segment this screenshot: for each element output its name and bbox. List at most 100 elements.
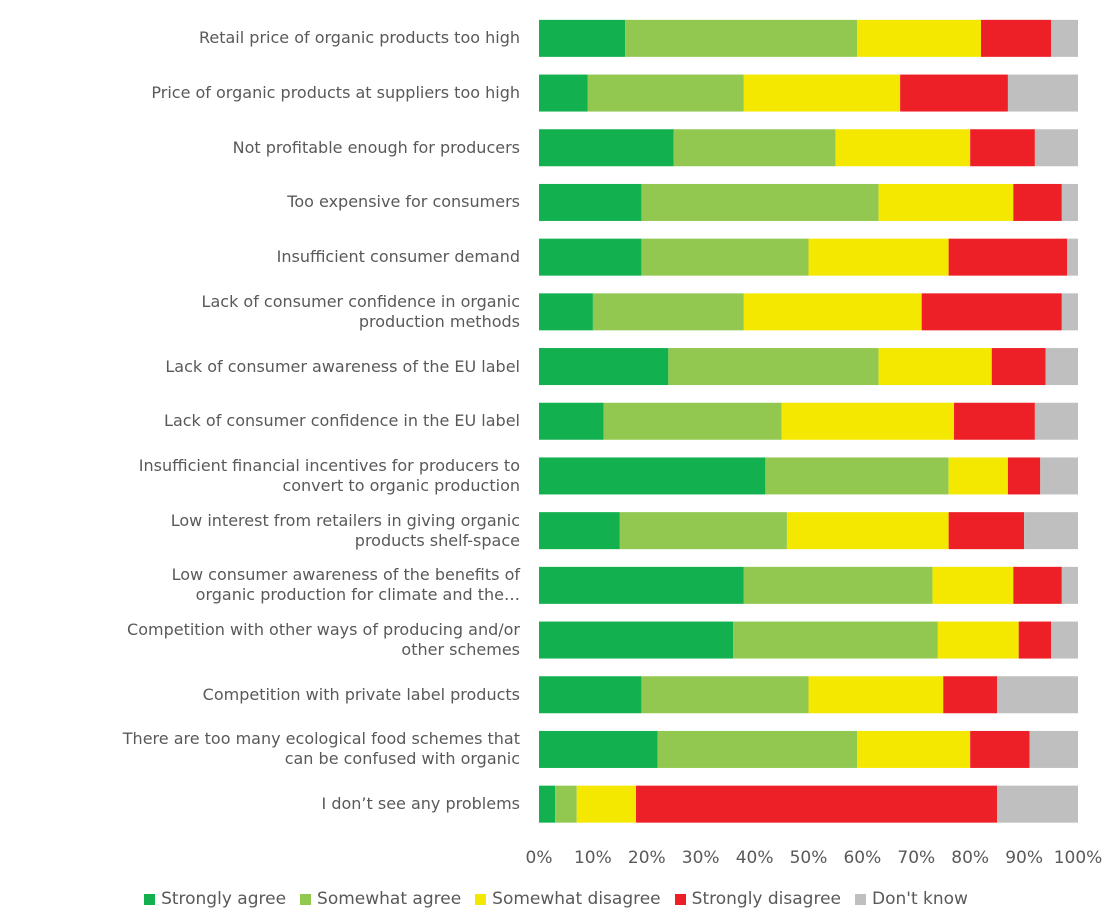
bar-segment bbox=[1051, 621, 1078, 659]
legend-item: Strongly disagree bbox=[674, 889, 841, 909]
category-label: Low consumer awareness of the benefits o… bbox=[171, 565, 520, 605]
category-label: Competition with other ways of producing… bbox=[127, 620, 520, 660]
category-label: I don’t see any problems bbox=[321, 794, 520, 814]
category-label: Too expensive for consumers bbox=[287, 192, 520, 212]
legend-swatch bbox=[475, 893, 487, 905]
x-tick-label: 80% bbox=[951, 848, 990, 868]
category-label: There are too many ecological food schem… bbox=[122, 729, 520, 769]
legend-label: Somewhat disagree bbox=[492, 889, 661, 909]
legend-label: Strongly disagree bbox=[691, 889, 841, 909]
bar-segment bbox=[657, 730, 858, 768]
legend-swatch bbox=[674, 893, 686, 905]
category-label: Competition with private label products bbox=[202, 684, 520, 704]
bar-segment bbox=[1013, 183, 1062, 221]
bar-segment bbox=[539, 512, 620, 550]
bar-segment bbox=[970, 129, 1035, 167]
bar-segment bbox=[636, 785, 998, 823]
bar-segment bbox=[592, 293, 744, 331]
x-tick-label: 70% bbox=[897, 848, 936, 868]
bar-segment bbox=[539, 74, 588, 112]
legend-item: Don't know bbox=[855, 889, 968, 909]
bar-segment bbox=[921, 293, 1062, 331]
bar-segment bbox=[668, 348, 879, 386]
bar-segment bbox=[625, 19, 858, 57]
bar-segment bbox=[743, 74, 901, 112]
bar-segment bbox=[943, 676, 998, 714]
bar-segment bbox=[1051, 19, 1078, 57]
category-label: Retail price of organic products too hig… bbox=[198, 28, 520, 48]
bar-segment bbox=[948, 238, 1068, 276]
bar-segment bbox=[555, 785, 577, 823]
bar-segment bbox=[1061, 183, 1078, 221]
bar-segment bbox=[1034, 402, 1078, 440]
legend: Strongly agree Somewhat agree Somewhat dis… bbox=[0, 889, 1112, 909]
x-tick-label: 50% bbox=[789, 848, 828, 868]
bar-segment bbox=[673, 129, 836, 167]
bar-segment bbox=[900, 74, 1008, 112]
legend-swatch bbox=[144, 893, 156, 905]
bar-segment bbox=[997, 676, 1078, 714]
legend-swatch bbox=[855, 893, 866, 905]
bar-segment bbox=[835, 129, 971, 167]
bar-segment bbox=[991, 348, 1046, 386]
bar-segment bbox=[857, 730, 971, 768]
bar-segment bbox=[1018, 621, 1052, 659]
bar-segment bbox=[878, 348, 992, 386]
bar-segment bbox=[1007, 74, 1078, 112]
bar-segment bbox=[539, 348, 669, 386]
x-tick-label: 40% bbox=[735, 848, 774, 868]
legend-label: Don't know bbox=[872, 889, 968, 909]
x-tick-label: 100% bbox=[1053, 848, 1103, 868]
category-label: Insufficient financial incentives for pr… bbox=[138, 455, 520, 495]
legend-label: Strongly agree bbox=[161, 889, 287, 909]
bar-segment bbox=[743, 566, 933, 604]
category-label: Lack of consumer confidence in the EU la… bbox=[164, 411, 520, 431]
bar-segment bbox=[1034, 129, 1078, 167]
bar-segment bbox=[539, 19, 626, 57]
legend-item: Strongly agree bbox=[144, 889, 286, 909]
bar-segment bbox=[539, 566, 744, 604]
bar-segment bbox=[1061, 293, 1078, 331]
bar-segment bbox=[539, 457, 766, 495]
bar-segment bbox=[1040, 457, 1078, 495]
bar-segment bbox=[733, 621, 938, 659]
bar-segment bbox=[1029, 730, 1078, 768]
x-tick-label: 30% bbox=[681, 848, 720, 868]
category-label: Lack of consumer awareness of the EU lab… bbox=[165, 356, 520, 376]
x-tick-label: 60% bbox=[843, 848, 882, 868]
bar-segment bbox=[808, 676, 944, 714]
bar-segment bbox=[576, 785, 637, 823]
bar-segment bbox=[539, 621, 734, 659]
bar-segment bbox=[1067, 238, 1078, 276]
x-tick-label: 0% bbox=[525, 848, 553, 868]
bar-segment bbox=[587, 74, 744, 112]
bar-segment bbox=[1045, 348, 1078, 386]
legend-label: Somewhat agree bbox=[317, 889, 462, 909]
bar-segment bbox=[948, 457, 1008, 495]
category-label: Low interest from retailers in giving or… bbox=[170, 510, 520, 550]
bar-segment bbox=[539, 293, 593, 331]
legend-item: Somewhat disagree bbox=[475, 889, 661, 909]
bar-segment bbox=[932, 566, 1014, 604]
bar-segment bbox=[539, 676, 642, 714]
bar-segment bbox=[878, 183, 1014, 221]
category-label: Price of organic products at suppliers t… bbox=[151, 83, 520, 103]
bar-segment bbox=[948, 512, 1025, 550]
bar-segment bbox=[786, 512, 949, 550]
bar-segment bbox=[980, 19, 1052, 57]
bar-segment bbox=[619, 512, 787, 550]
bar-segment bbox=[781, 402, 955, 440]
bar-segment bbox=[765, 457, 949, 495]
x-tick-label: 90% bbox=[1005, 848, 1043, 868]
bar-segment bbox=[641, 183, 879, 221]
bar-segment bbox=[997, 785, 1078, 823]
bar-segment bbox=[1007, 457, 1041, 495]
legend-swatch bbox=[300, 893, 312, 905]
bar-segment bbox=[539, 129, 674, 167]
bar-segment bbox=[539, 730, 658, 768]
bar-segment bbox=[970, 730, 1030, 768]
category-label: Lack of consumer confidence in organic p… bbox=[201, 291, 520, 331]
legend-item: Somewhat agree bbox=[300, 889, 461, 909]
bar-segment bbox=[1061, 566, 1078, 604]
